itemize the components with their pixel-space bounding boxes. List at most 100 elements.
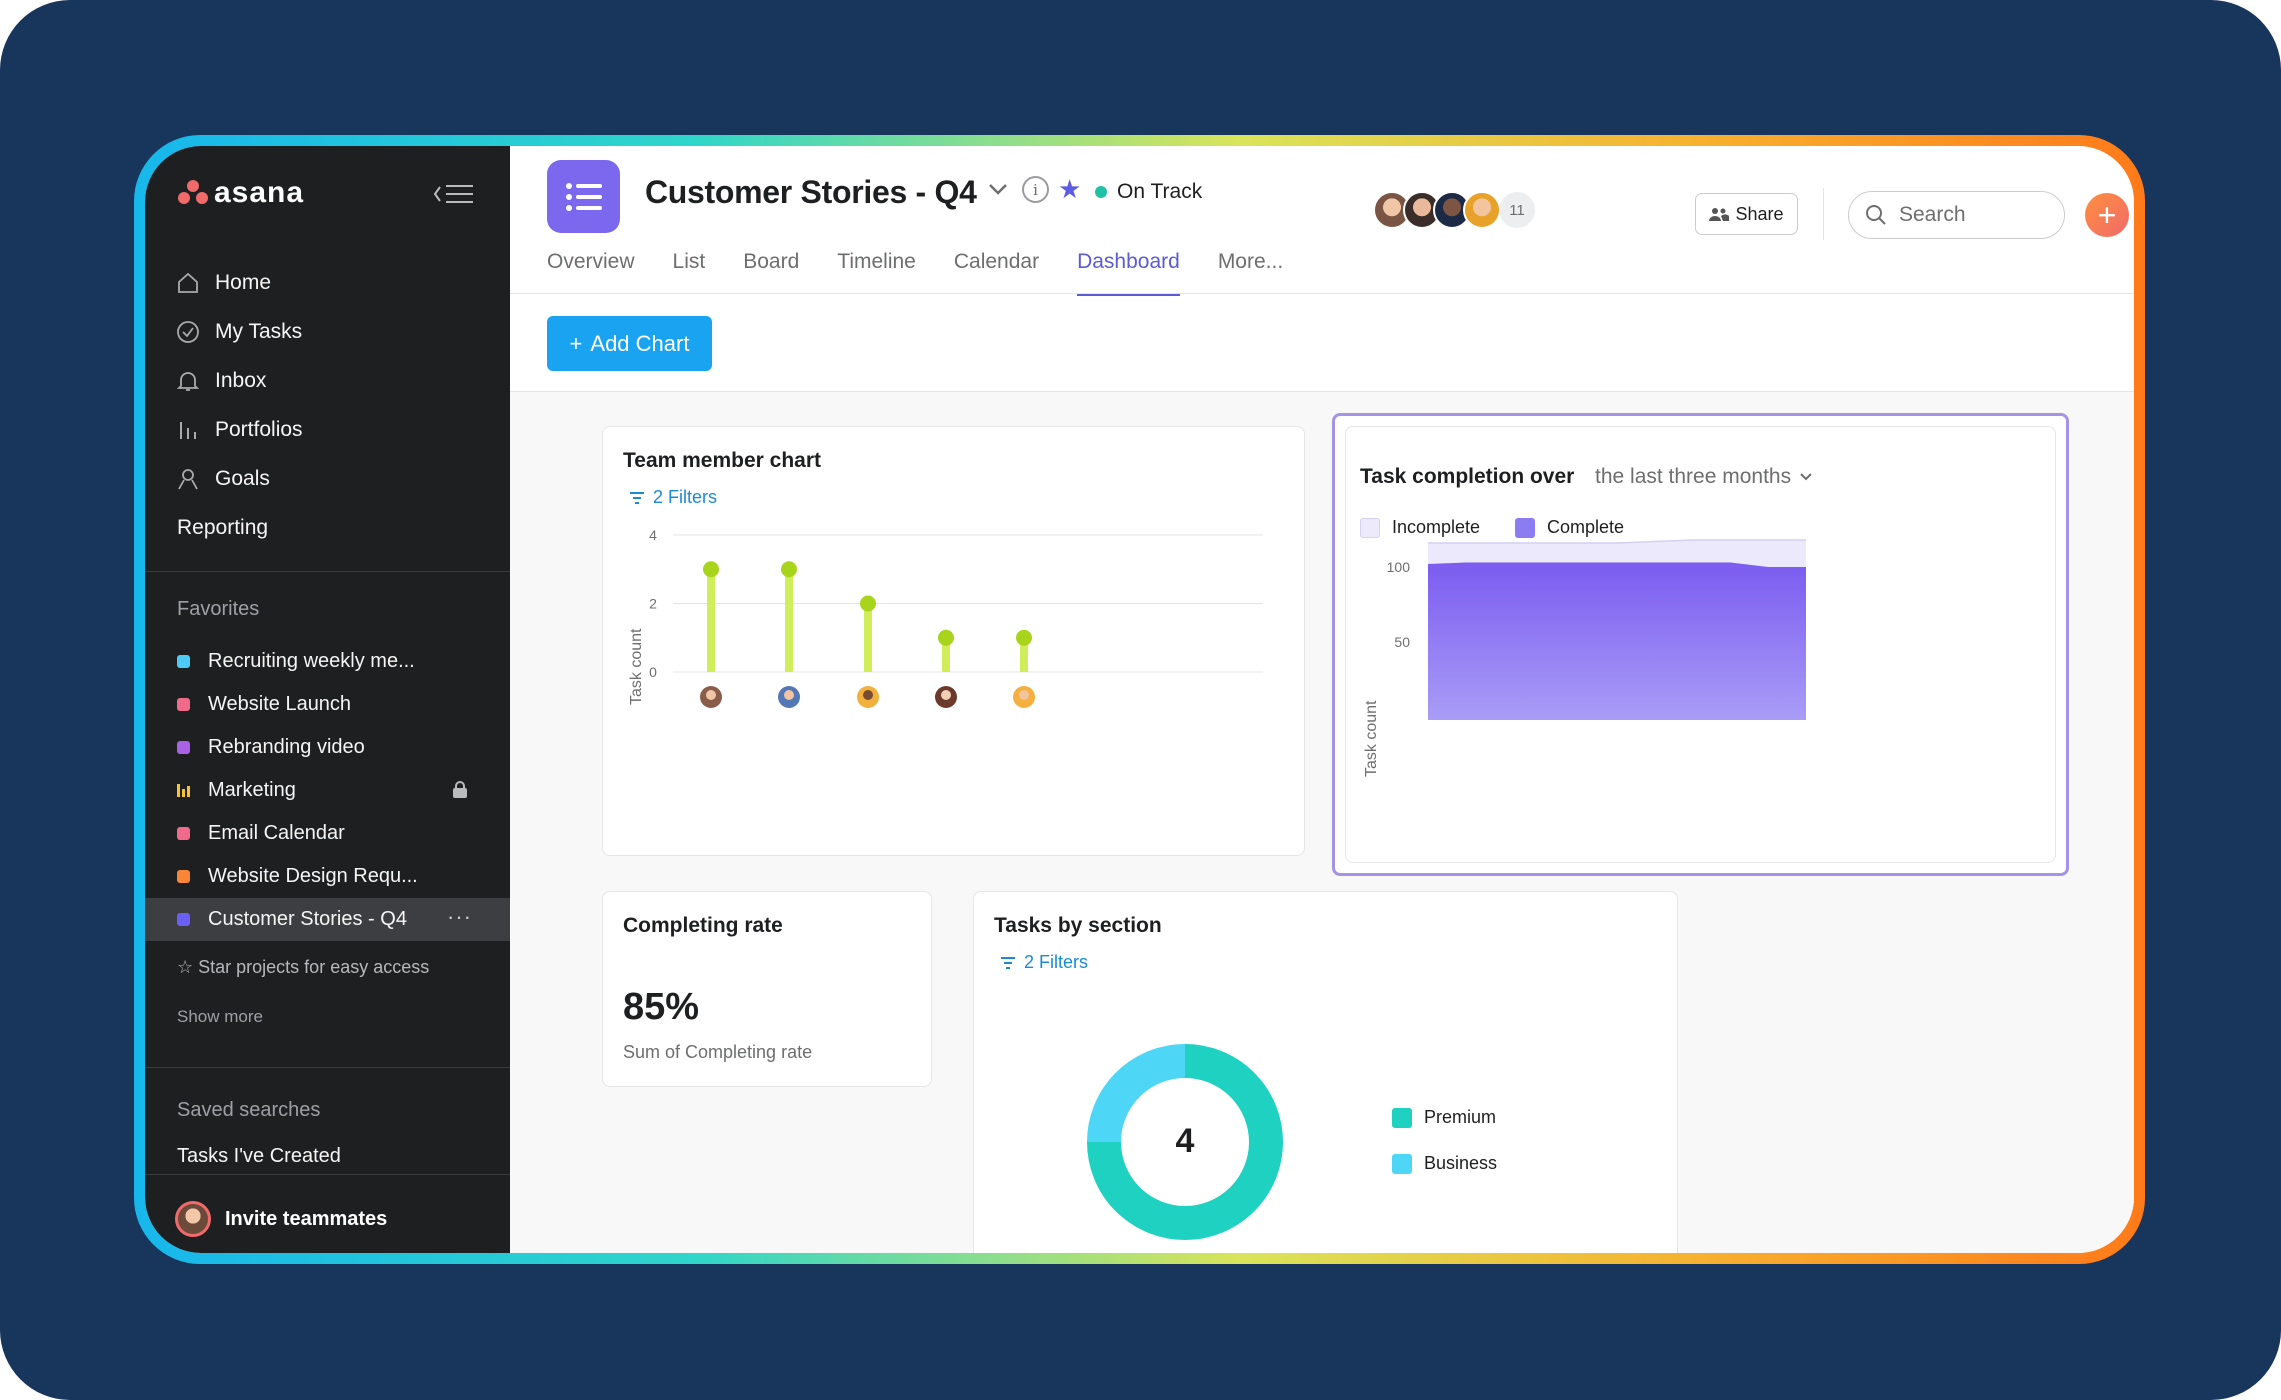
nav-inbox[interactable]: Inbox xyxy=(175,356,485,405)
add-chart-label: Add Chart xyxy=(590,330,690,356)
favorite-item[interactable]: Website Design Requ... xyxy=(145,855,510,898)
search-input[interactable]: Search xyxy=(1848,191,2065,239)
chart-title: Task completion over xyxy=(1360,465,1575,488)
quick-add-button[interactable]: + xyxy=(2085,193,2129,237)
legend-swatch xyxy=(1360,517,1380,538)
favorite-item[interactable]: Recruiting weekly me... xyxy=(145,640,510,683)
bar-stem xyxy=(785,569,793,672)
project-color-swatch xyxy=(177,913,190,926)
legend-label: Business xyxy=(1424,1153,1498,1173)
tasks-by-section-card[interactable]: Tasks by section 2 Filters 4 Premium Bus… xyxy=(973,891,1678,1253)
asana-logo[interactable]: asana xyxy=(178,176,304,210)
show-more-link[interactable]: Show more xyxy=(177,1007,263,1026)
info-icon[interactable]: i xyxy=(1022,176,1049,203)
legend-incomplete[interactable]: Incomplete xyxy=(1360,517,1480,538)
filters-link[interactable]: 2 Filters xyxy=(1000,952,1088,973)
nav-home[interactable]: Home xyxy=(175,258,485,307)
y-axis-label: Task count xyxy=(1363,700,1380,777)
team-member-chart: Task count 4 2 0 xyxy=(628,527,1263,708)
status-dot xyxy=(1095,186,1107,198)
avatar-face-icon xyxy=(863,690,873,700)
invite-teammates-button[interactable]: Invite teammates xyxy=(175,1201,387,1237)
favorite-item-active[interactable]: Customer Stories - Q4 ··· xyxy=(145,898,510,941)
tab-dashboard[interactable]: Dashboard xyxy=(1077,250,1180,296)
member-avatars[interactable]: 11 xyxy=(1373,191,1535,229)
person-icon xyxy=(175,466,201,492)
tab-calendar[interactable]: Calendar xyxy=(953,250,1040,273)
star-hint: ☆ Star projects for easy access xyxy=(177,957,429,978)
chevron-down-icon[interactable] xyxy=(988,182,1008,196)
status-text: On Track xyxy=(1117,180,1203,203)
avatar-face-icon xyxy=(1019,690,1029,700)
filters-text: 2 Filters xyxy=(1024,952,1089,972)
project-color-swatch xyxy=(177,870,190,883)
tab-list[interactable]: List xyxy=(672,250,706,273)
tab-overview[interactable]: Overview xyxy=(547,250,635,273)
filter-icon xyxy=(630,491,644,504)
y-tick-label: 50 xyxy=(1394,634,1410,650)
favorite-item[interactable]: Email Calendar xyxy=(145,812,510,855)
nav-reporting[interactable]: Reporting xyxy=(175,503,485,552)
task-completion-inner: Task completion over the last three mont… xyxy=(1345,426,2056,863)
share-label: Share xyxy=(1735,203,1784,224)
project-list-icon[interactable] xyxy=(547,160,620,233)
star-icon[interactable]: ★ xyxy=(1058,174,1082,204)
star-outline-icon: ☆ xyxy=(177,957,199,977)
team-member-chart-card[interactable]: Team member chart 2 Filters Task count 4… xyxy=(602,426,1305,856)
rate-caption: Sum of Completing rate xyxy=(623,1042,813,1062)
bar-stem xyxy=(1020,637,1028,672)
favorite-item[interactable]: Rebranding video xyxy=(145,726,510,769)
legend-business[interactable]: Business xyxy=(1392,1153,1497,1174)
more-options-icon[interactable]: ··· xyxy=(447,904,472,929)
add-chart-button[interactable]: + Add Chart xyxy=(547,316,712,371)
divider xyxy=(145,1067,510,1068)
nav-my-tasks[interactable]: My Tasks xyxy=(175,307,485,356)
collapse-sidebar-icon[interactable] xyxy=(433,182,475,206)
legend-premium[interactable]: Premium xyxy=(1392,1107,1496,1128)
saved-searches-title: Saved searches xyxy=(177,1099,321,1121)
avatar-face-icon xyxy=(941,690,951,700)
favorite-label: Recruiting weekly me... xyxy=(208,650,415,672)
logo-text: asana xyxy=(214,176,305,209)
tab-timeline[interactable]: Timeline xyxy=(837,250,916,273)
favorite-label: Marketing xyxy=(208,779,296,801)
filters-link[interactable]: 2 Filters xyxy=(629,487,717,508)
invite-label: Invite teammates xyxy=(225,1207,388,1230)
favorite-item[interactable]: Marketing xyxy=(145,769,510,812)
tab-board[interactable]: Board xyxy=(743,250,800,273)
legend-label: Complete xyxy=(1547,517,1625,537)
favorite-label: Customer Stories - Q4 xyxy=(208,908,407,930)
nav-goals-label: Goals xyxy=(215,466,270,490)
dashboard-area: Team member chart 2 Filters Task count 4… xyxy=(510,391,2134,1253)
favorites-list: Recruiting weekly me... Website Launch R… xyxy=(145,640,510,941)
divider xyxy=(145,1174,510,1175)
task-completion-chart-card[interactable]: Task completion over the last three mont… xyxy=(1332,413,2069,876)
nav-inbox-label: Inbox xyxy=(215,368,267,392)
star-hint-text: Star projects for easy access xyxy=(198,957,430,977)
share-button[interactable]: Share xyxy=(1695,193,1798,235)
favorite-item[interactable]: Website Launch xyxy=(145,683,510,726)
project-status[interactable]: On Track xyxy=(1095,180,1202,204)
legend-complete[interactable]: Complete xyxy=(1515,517,1624,538)
nav-goals[interactable]: Goals xyxy=(175,454,485,503)
legend-swatch xyxy=(1392,1153,1412,1174)
divider xyxy=(510,293,2134,294)
completing-rate-card[interactable]: Completing rate 85% Sum of Completing ra… xyxy=(602,891,932,1087)
main-nav: Home My Tasks Inbox Portfolios Goals xyxy=(175,258,485,552)
range-dropdown[interactable]: the last three months xyxy=(1595,465,1813,489)
project-color-swatch xyxy=(177,655,190,668)
legend-label: Incomplete xyxy=(1392,517,1481,537)
complete-area xyxy=(1428,562,1806,720)
data-point xyxy=(860,595,876,612)
nav-portfolios[interactable]: Portfolios xyxy=(175,405,485,454)
saved-search-item[interactable]: Tasks I've Created xyxy=(177,1145,341,1167)
tab-more[interactable]: More... xyxy=(1217,250,1284,273)
search-icon xyxy=(1866,205,1886,225)
bar-stem xyxy=(707,569,715,672)
project-title[interactable]: Customer Stories - Q4 xyxy=(645,174,977,210)
favorite-label: Website Launch xyxy=(208,693,352,715)
favorites-title: Favorites xyxy=(177,598,260,620)
chevron-down-icon xyxy=(1800,473,1812,481)
people-icon xyxy=(1709,208,1730,221)
y-tick-label: 4 xyxy=(649,527,657,543)
